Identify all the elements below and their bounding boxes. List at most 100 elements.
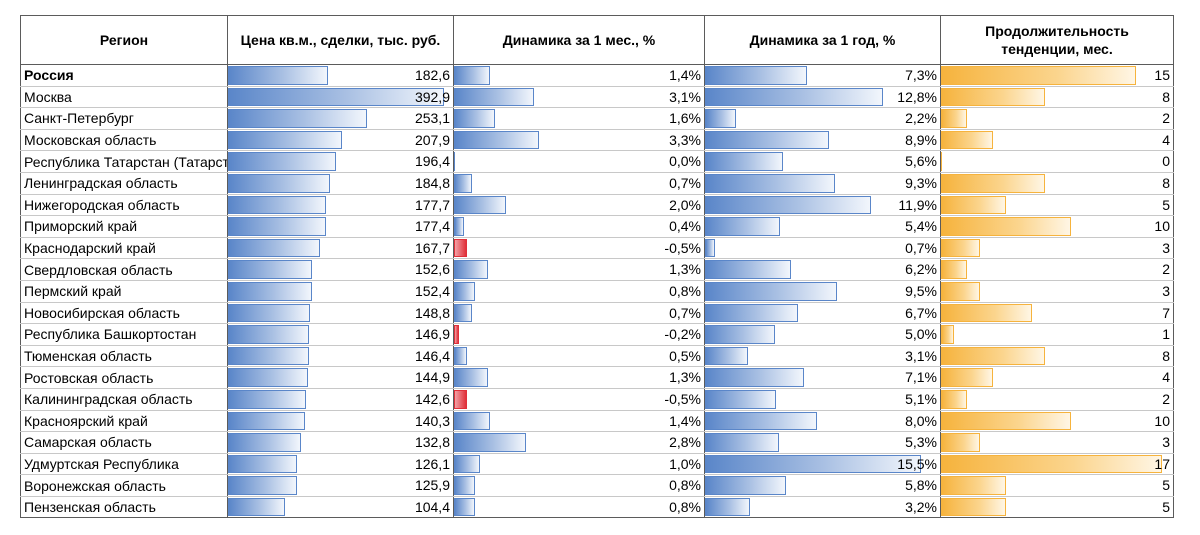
year-dynamics-cell: 11,9% [704,194,941,217]
price-bar [228,476,298,495]
price-bar [228,238,321,258]
year-dynamics-value: 6,2% [905,261,937,278]
price-cell: 142,6 [227,388,454,411]
trend-duration-value: 5 [1162,196,1170,213]
table-row: Краснодарский край 167,7 -0,5% 0,7% 3 [20,237,1174,260]
header-region: Регион [20,15,228,65]
regional-price-table: Регион Цена кв.м., сделки, тыс. руб. Дин… [20,15,1174,519]
trend-duration-value: 4 [1162,369,1170,386]
price-cell: 126,1 [227,453,454,476]
month-dynamics-cell: 0,5% [453,345,705,368]
price-value: 182,6 [414,67,450,83]
year-dynamics-value: 5,3% [905,434,937,451]
year-dynamics-bar [705,303,799,323]
price-cell: 146,9 [227,323,454,346]
trend-duration-cell: 4 [940,366,1174,389]
region-cell: Московская область [20,129,228,152]
price-cell: 184,8 [227,172,454,195]
month-dynamics-cell: 2,8% [453,431,705,454]
price-cell: 207,9 [227,129,454,152]
trend-duration-value: 5 [1162,498,1170,515]
price-cell: 182,6 [227,64,454,87]
year-dynamics-value: 2,2% [905,110,937,127]
year-dynamics-value: 5,0% [905,326,937,343]
price-value: 144,9 [414,369,450,386]
year-dynamics-bar [705,433,779,452]
table-row: Республика Татарстан (Татарстан) 196,4 0,0… [20,150,1174,173]
year-dynamics-bar [705,476,786,495]
year-dynamics-value: 8,0% [905,412,937,429]
month-dynamics-cell: 0,0% [453,150,705,173]
year-dynamics-cell: 5,1% [704,388,941,411]
table-row: Пензенская область 104,4 0,8% 3,2% 5 [20,496,1174,519]
price-value: 177,4 [414,218,450,235]
year-dynamics-cell: 9,3% [704,172,941,195]
year-dynamics-value: 11,9% [898,196,937,213]
year-dynamics-bar [705,346,749,366]
month-dynamics-value: 0,7% [669,174,701,191]
table-row: Санкт-Петербург 253,1 1,6% 2,2% 2 [20,107,1174,130]
trend-duration-value: 2 [1162,261,1170,278]
year-dynamics-value: 6,7% [905,304,937,321]
year-dynamics-cell: 8,9% [704,129,941,152]
trend-duration-cell: 10 [940,215,1174,238]
trend-duration-bar [941,109,967,128]
price-bar [228,411,306,431]
price-cell: 144,9 [227,366,454,389]
region-cell: Тюменская область [20,345,228,368]
price-value: 152,4 [414,282,450,299]
region-cell: Пермский край [20,280,228,303]
trend-duration-bar [941,281,980,301]
month-dynamics-cell: 0,7% [453,302,705,325]
price-value: 184,8 [414,174,450,191]
month-dynamics-value: 3,1% [669,88,701,105]
trend-duration-bar [941,433,980,452]
month-dynamics-cell: 1,0% [453,453,705,476]
trend-duration-cell: 5 [940,194,1174,217]
trend-duration-value: 8 [1162,347,1170,364]
year-dynamics-value: 3,1% [905,347,937,364]
year-dynamics-value: 7,3% [905,67,937,83]
trend-duration-cell: 8 [940,86,1174,109]
month-dynamics-bar [454,368,488,387]
month-dynamics-bar [454,433,527,452]
trend-duration-bar [941,325,954,344]
trend-duration-cell: 3 [940,237,1174,260]
month-dynamics-cell: 3,1% [453,86,705,109]
region-cell: Новосибирская область [20,302,228,325]
year-dynamics-value: 7,1% [905,369,937,386]
trend-duration-value: 3 [1162,434,1170,451]
year-dynamics-bar [705,238,715,258]
trend-duration-bar [941,87,1045,107]
year-dynamics-cell: 6,2% [704,258,941,281]
year-dynamics-cell: 7,1% [704,366,941,389]
price-value: 146,9 [414,326,450,343]
table-row: Калининградская область 142,6 -0,5% 5,1% 2 [20,388,1174,411]
trend-duration-bar [941,152,942,171]
year-dynamics-bar [705,195,871,215]
year-dynamics-cell: 8,0% [704,410,941,433]
month-dynamics-cell: 0,4% [453,215,705,238]
table-row: Красноярский край 140,3 1,4% 8,0% 10 [20,410,1174,433]
month-dynamics-bar [454,411,491,431]
price-bar [228,303,310,323]
year-dynamics-cell: 0,7% [704,237,941,260]
table-row: Свердловская область 152,6 1,3% 6,2% 2 [20,258,1174,281]
month-dynamics-bar [454,497,475,517]
trend-duration-bar [941,173,1045,193]
year-dynamics-cell: 3,1% [704,345,941,368]
region-cell: Самарская область [20,431,228,454]
table-row: Самарская область 132,8 2,8% 5,3% 3 [20,431,1174,454]
trend-duration-cell: 17 [940,453,1174,476]
price-value: 146,4 [414,347,450,364]
month-dynamics-value: -0,5% [664,390,701,407]
year-dynamics-value: 8,9% [905,131,937,148]
price-cell: 177,4 [227,215,454,238]
price-cell: 196,4 [227,150,454,173]
month-dynamics-value: 0,0% [669,153,701,170]
price-bar [228,346,309,366]
trend-duration-value: 2 [1162,390,1170,407]
price-cell: 152,6 [227,258,454,281]
month-dynamics-value: 0,4% [669,218,701,235]
table-row: Приморский край 177,4 0,4% 5,4% 10 [20,215,1174,238]
